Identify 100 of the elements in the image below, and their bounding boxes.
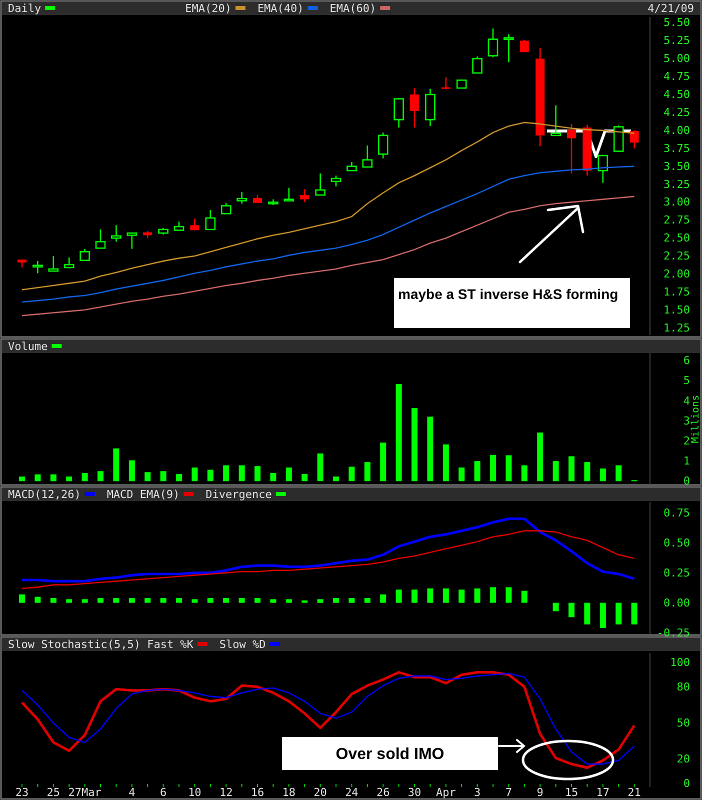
y-tick-label: 5 — [683, 374, 690, 388]
candlestick — [205, 209, 216, 230]
bar — [207, 470, 214, 482]
x-tick-label: 7 — [505, 786, 512, 799]
candlestick — [550, 104, 561, 136]
bar — [442, 588, 449, 603]
bar — [568, 456, 574, 482]
candlestick — [315, 172, 326, 196]
annotation: maybe a ST inverse H&S forming — [398, 286, 618, 302]
bar — [412, 590, 418, 603]
line-series — [21, 196, 635, 316]
bar — [50, 598, 56, 603]
bar — [113, 598, 120, 603]
bar — [302, 474, 308, 482]
x-tick-label: 6 — [160, 786, 167, 799]
bar — [521, 465, 528, 482]
candlestick — [330, 174, 342, 188]
bar — [506, 455, 512, 482]
x-tick-label: 15 — [564, 786, 578, 799]
bar — [34, 596, 41, 603]
bar — [396, 590, 402, 603]
bar — [286, 599, 292, 603]
x-tick-label: Apr — [436, 786, 456, 799]
text: 4/21/09 — [648, 2, 694, 15]
bar — [506, 587, 512, 603]
y-tick-label: 5.00 — [664, 52, 690, 66]
bar — [176, 474, 182, 482]
y-tick-label: 4.75 — [664, 70, 690, 84]
y-tick-label: 3.25 — [664, 178, 690, 191]
bar — [19, 594, 25, 603]
x-tick-label: 23 — [15, 786, 29, 799]
candlestick — [284, 187, 294, 202]
candlestick — [410, 87, 419, 128]
bar — [364, 598, 370, 603]
y-tick-label: 80 — [676, 680, 690, 694]
bar — [584, 462, 590, 482]
x-tick-label: 12 — [219, 786, 233, 799]
y-tick-label: 1 — [683, 454, 690, 468]
bar — [34, 474, 41, 482]
bar — [348, 466, 355, 482]
bar — [238, 465, 245, 482]
bar — [82, 472, 88, 482]
bar — [223, 465, 230, 482]
x-tick-label: 24 — [345, 786, 359, 799]
y-tick-label: 20 — [676, 752, 690, 766]
legend-label: MACD EMA(9) — [106, 488, 180, 501]
bar — [207, 598, 214, 603]
y-tick-label: 0.50 — [664, 536, 690, 550]
candlestick — [80, 248, 90, 261]
y-tick-label: 0 — [683, 776, 690, 790]
x-tick-label: 3 — [474, 786, 481, 799]
y-tick-label: 4 — [683, 394, 690, 408]
bar — [552, 602, 559, 612]
x-tick-label: 10 — [188, 786, 202, 799]
y-tick-label: 100 — [670, 656, 690, 670]
bar — [82, 599, 88, 603]
bar — [364, 462, 370, 482]
bar — [317, 453, 324, 482]
bar — [333, 598, 339, 603]
y-tick-label: 2.00 — [664, 267, 690, 280]
legend-label: Volume — [8, 340, 48, 353]
y-tick-label: 3.75 — [664, 142, 690, 155]
x-tick-label: 21 — [628, 786, 641, 799]
bar — [458, 590, 465, 603]
candlestick — [394, 97, 404, 128]
y-tick-label: 3.00 — [664, 196, 690, 209]
bar — [144, 598, 151, 603]
bar — [631, 602, 638, 624]
y-tick-label: 4.50 — [664, 88, 690, 102]
bar — [600, 468, 606, 482]
bar — [128, 598, 135, 603]
bar — [238, 598, 245, 603]
y-axis-title: Millions — [690, 394, 702, 444]
bar — [302, 600, 308, 603]
bar — [474, 461, 480, 482]
y-tick-label: 2 — [683, 434, 690, 448]
bar — [128, 460, 135, 482]
bar — [380, 442, 386, 482]
bar — [176, 598, 182, 603]
bar — [616, 602, 622, 624]
candlestick — [126, 232, 138, 250]
x-tick-label: 18 — [282, 786, 296, 799]
bar — [458, 468, 465, 482]
candlestick — [111, 224, 122, 242]
bar — [616, 465, 622, 482]
bar — [348, 598, 355, 603]
legend-label: Slow %D — [219, 638, 266, 651]
bar — [254, 466, 260, 482]
bar — [396, 384, 402, 482]
bar — [270, 472, 276, 482]
candlestick — [472, 56, 482, 74]
y-tick-label: 0.25 — [664, 566, 690, 580]
bar — [98, 471, 104, 482]
bar — [66, 476, 72, 482]
bar — [442, 444, 449, 482]
bar — [474, 588, 480, 603]
bar — [568, 602, 574, 618]
legend-label: EMA(60) — [330, 2, 376, 15]
x-tick-label: 30 — [408, 786, 422, 799]
y-tick-label: 2.25 — [664, 250, 690, 263]
